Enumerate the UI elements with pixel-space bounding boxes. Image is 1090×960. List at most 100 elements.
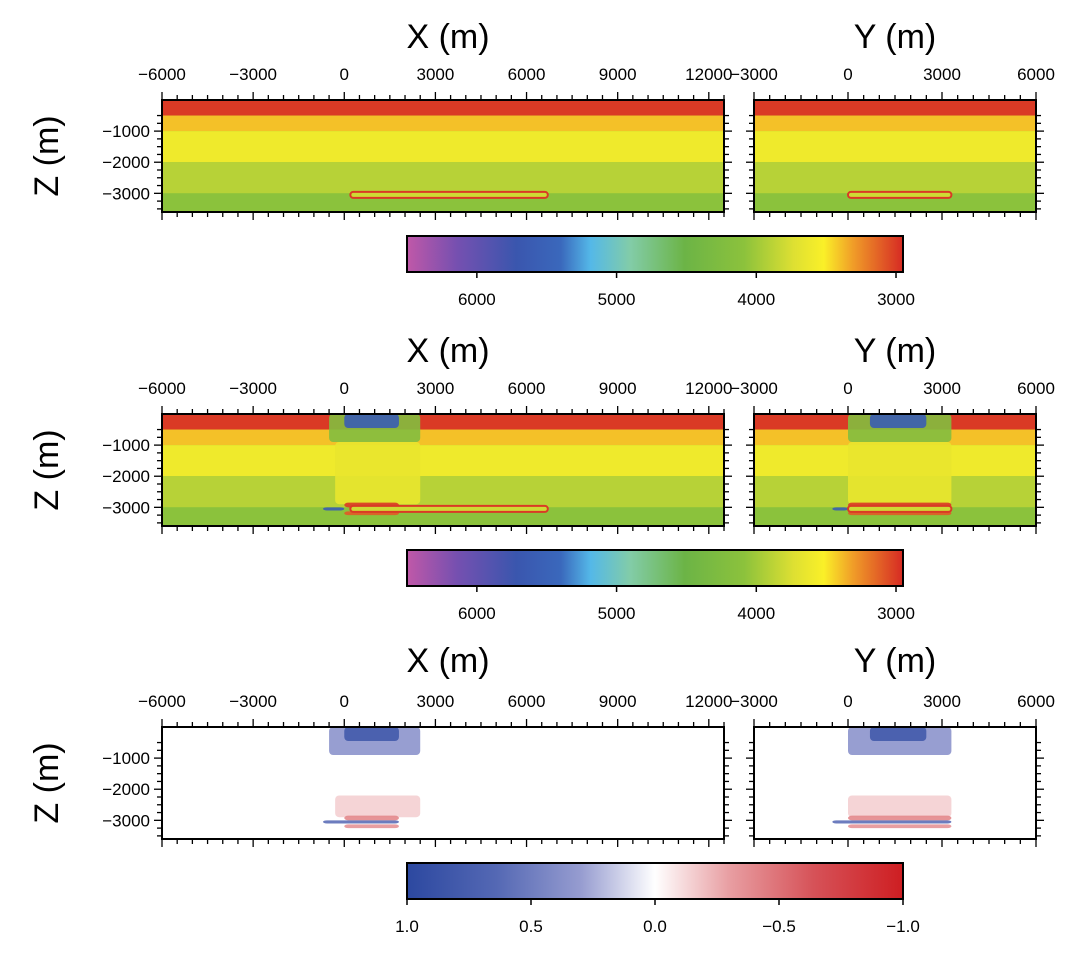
panel-y-section: −3000 0 3000 6000 Y (m) [730, 332, 1055, 534]
x-tick-label: −3000 [229, 692, 277, 711]
x-tick-label: 3000 [923, 65, 961, 84]
velocity-layer [162, 193, 724, 212]
colorbar-tick-label: 3000 [877, 604, 915, 623]
colorbar-gradient [406, 862, 904, 900]
anomaly-region [848, 824, 952, 829]
colorbar-tick-label: 5000 [598, 604, 636, 623]
x-tick-label: −3000 [730, 65, 778, 84]
velocity-layer [162, 100, 724, 116]
panel-y-section: −3000 0 3000 6000 Y (m) [730, 18, 1055, 220]
panel-background [162, 727, 724, 839]
x-tick-label: 9000 [599, 65, 637, 84]
anomaly-region [344, 824, 399, 829]
z-tick-label: −3000 [102, 811, 150, 830]
reservoir-layer [349, 190, 549, 199]
x-tick-label: 9000 [599, 379, 637, 398]
colorbar-tick-label: 6000 [458, 290, 496, 309]
x-tick-label: 12000 [685, 379, 732, 398]
chart-row-1: −6000 −3000 0 3000 6000 9000 12000 −1000 −2000 −3… [28, 18, 1055, 309]
x-tick-label: 6000 [508, 379, 546, 398]
colorbar-tick-label: 5000 [598, 290, 636, 309]
y-axis-title: Y (m) [854, 642, 936, 680]
x-axis-title: X (m) [406, 18, 489, 56]
anomaly-region [848, 815, 952, 821]
panel-content [162, 414, 724, 526]
colorbar-tick-label: 1.0 [395, 917, 419, 936]
x-tick-label: 0 [340, 379, 349, 398]
colorbar-tick-label: 6000 [458, 604, 496, 623]
velocity-layer [162, 476, 724, 508]
y-axis-title: Y (m) [854, 332, 936, 370]
velocity-layer [754, 131, 1036, 163]
velocity-layer [754, 507, 1036, 526]
anomaly-region [869, 414, 927, 428]
x-tick-label: 0 [843, 379, 852, 398]
panel-content [162, 100, 724, 212]
z-tick-label: −2000 [102, 780, 150, 799]
x-tick-label: −3000 [730, 379, 778, 398]
panel-x-section: −6000 −3000 0 3000 6000 9000 12000 −1000 −2000 −3… [28, 18, 732, 220]
x-tick-label: 0 [843, 692, 852, 711]
x-tick-label: 3000 [416, 379, 454, 398]
panel-y-section: −3000 0 3000 6000 Y (m) [730, 642, 1055, 847]
x-tick-label: 6000 [1017, 692, 1055, 711]
z-tick-label: −3000 [102, 498, 150, 517]
reservoir-layer [847, 504, 953, 513]
panel-x-section: −6000 −3000 0 3000 6000 9000 12000 −1000 −2000 −3… [28, 332, 732, 534]
y-axis-title: Y (m) [854, 18, 936, 56]
colorbar: 6000 5000 4000 3000 [406, 549, 915, 623]
x-tick-label: 0 [843, 65, 852, 84]
x-tick-label: 0 [340, 692, 349, 711]
z-tick-label: −1000 [102, 436, 150, 455]
x-tick-label: −3000 [730, 692, 778, 711]
velocity-layer [754, 162, 1036, 194]
anomaly-region [869, 727, 927, 741]
x-tick-label: 6000 [508, 65, 546, 84]
colorbar: 6000 5000 4000 3000 [406, 235, 915, 309]
anomaly-region [344, 414, 399, 428]
x-tick-label: −6000 [138, 65, 186, 84]
chart-row-2: −6000 −3000 0 3000 6000 9000 12000 −1000 −2000 −3… [28, 332, 1055, 623]
velocity-layer [162, 507, 724, 526]
anomaly-region [848, 442, 952, 505]
z-tick-label: −1000 [102, 122, 150, 141]
velocity-layer [162, 162, 724, 194]
colorbar: 1.0 0.5 0.0 −0.5 −1.0 [395, 862, 920, 936]
z-tick-label: −2000 [102, 153, 150, 172]
panel-content [754, 414, 1036, 526]
velocity-layer [754, 100, 1036, 116]
panel-content [754, 727, 1036, 839]
anomaly-region [344, 727, 399, 741]
x-tick-label: 9000 [599, 692, 637, 711]
z-axis-title: Z (m) [28, 115, 66, 196]
z-tick-label: −3000 [102, 184, 150, 203]
anomaly-region [323, 820, 399, 824]
colorbar-gradient [406, 549, 904, 587]
x-tick-label: 3000 [416, 65, 454, 84]
colorbar-tick-label: −1.0 [886, 917, 920, 936]
x-tick-label: −6000 [138, 692, 186, 711]
colorbar-gradient [406, 235, 904, 273]
colorbar-tick-label: 4000 [737, 290, 775, 309]
anomaly-region [323, 507, 345, 511]
x-tick-label: 3000 [923, 692, 961, 711]
x-tick-label: 12000 [685, 65, 732, 84]
panel-frame [161, 99, 725, 213]
velocity-layer [162, 414, 724, 430]
velocity-layer [162, 115, 724, 132]
panel-content [754, 100, 1036, 212]
panel-content [162, 727, 724, 839]
panel-frame [161, 413, 725, 527]
colorbar-tick-label: 0.0 [643, 917, 667, 936]
anomaly-region [832, 820, 952, 824]
x-tick-label: −3000 [229, 65, 277, 84]
x-tick-label: 6000 [1017, 65, 1055, 84]
z-tick-label: −1000 [102, 749, 150, 768]
chart-row-3: −6000 −3000 0 3000 6000 9000 12000 −1000 −2000 −3… [28, 642, 1055, 936]
x-tick-label: −6000 [138, 379, 186, 398]
z-axis-title: Z (m) [28, 429, 66, 510]
anomaly-region [848, 795, 952, 818]
velocity-layer [162, 131, 724, 163]
colorbar-tick-label: 4000 [737, 604, 775, 623]
